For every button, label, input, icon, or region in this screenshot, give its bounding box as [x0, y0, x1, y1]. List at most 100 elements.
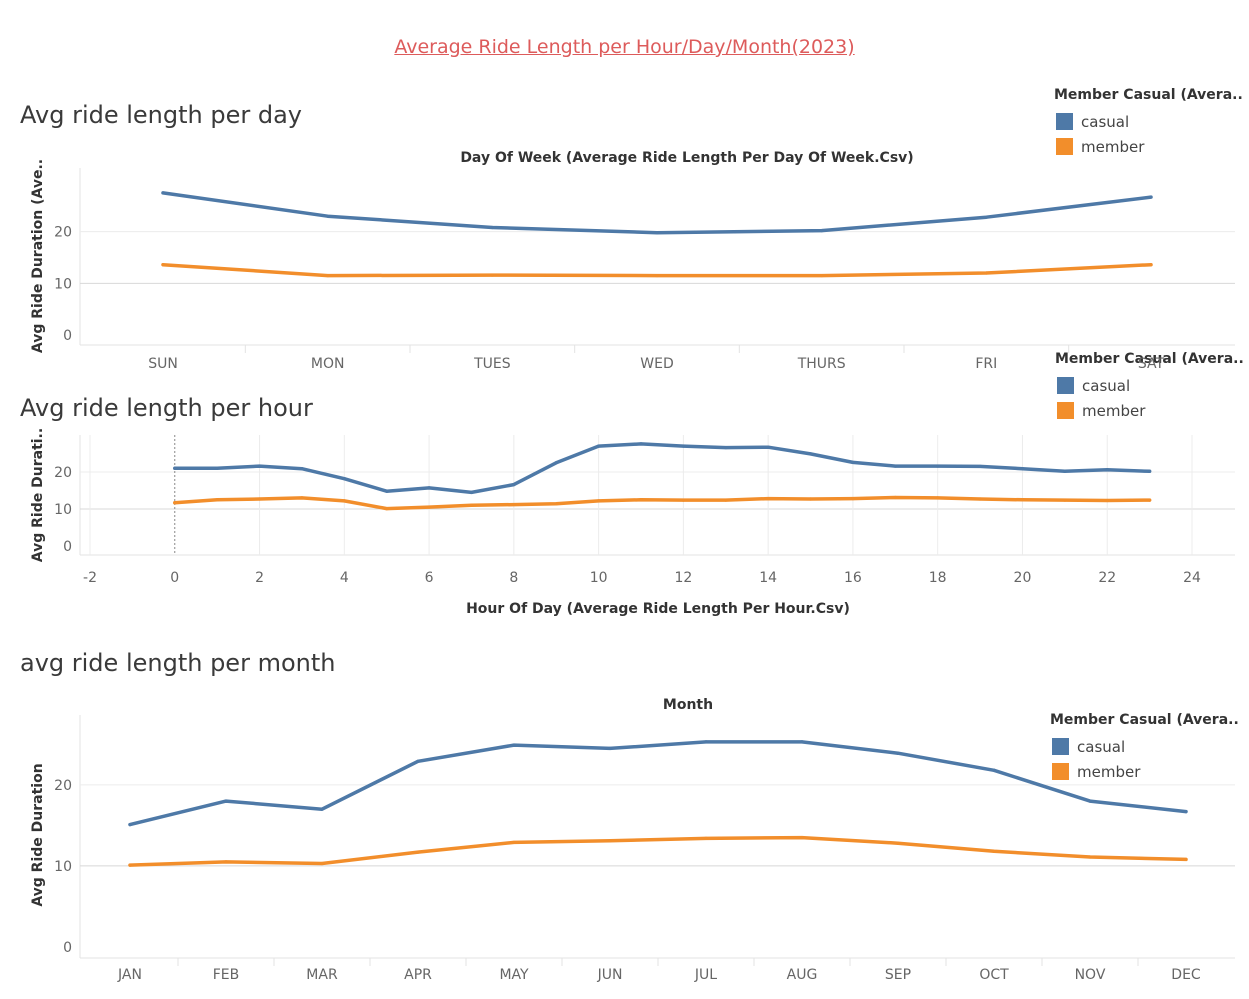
data-point-casual — [161, 191, 165, 195]
data-point-casual — [490, 225, 494, 230]
data-point-member — [800, 835, 804, 840]
x-tick-label: 0 — [170, 570, 179, 586]
legend-title: Member Casual (Avera.. — [1050, 712, 1239, 728]
data-point-casual — [173, 466, 177, 470]
data-point-member — [851, 497, 855, 501]
data-point-casual — [984, 215, 988, 219]
data-point-member — [300, 496, 304, 500]
data-point-member — [512, 502, 516, 507]
y-axis-label: Avg Ride Duration — [30, 763, 46, 906]
legend-item-member[interactable]: member — [1055, 398, 1244, 423]
y-tick-label: 0 — [63, 940, 72, 956]
legend-item-member[interactable]: member — [1054, 134, 1243, 159]
y-tick-label: 10 — [54, 502, 72, 518]
data-point-member — [1105, 498, 1109, 503]
x-axis-label: Hour Of Day (Average Ride Length Per Hou… — [466, 601, 850, 617]
x-tick-label: FRI — [975, 356, 997, 372]
data-point-member — [893, 495, 897, 500]
legend-title: Member Casual (Avera.. — [1055, 351, 1244, 367]
data-point-casual — [639, 442, 643, 446]
data-point-casual — [597, 444, 601, 448]
y-tick-label: 20 — [54, 778, 72, 794]
y-axis-label: Avg Ride Durati.. — [30, 428, 46, 562]
chart-title: Day Of Week (Average Ride Length Per Day… — [460, 150, 913, 166]
x-tick-label: APR — [404, 967, 432, 983]
x-tick-label: AUG — [787, 967, 818, 983]
x-tick-label: OCT — [979, 967, 1009, 983]
legend-hour: Member Casual (Avera.. casual member — [1055, 351, 1244, 423]
data-point-member — [766, 497, 770, 501]
series-line-member — [161, 262, 1153, 278]
data-point-casual — [1020, 467, 1025, 471]
data-point-member — [639, 498, 643, 502]
section-title-day: Avg ride length per day — [20, 101, 303, 129]
legend-title: Member Casual (Avera.. — [1054, 87, 1243, 103]
data-point-casual — [416, 759, 420, 763]
data-point-member — [936, 496, 940, 500]
x-tick-label: 24 — [1183, 570, 1201, 586]
data-point-casual — [1105, 468, 1109, 472]
data-point-member — [173, 501, 177, 505]
data-point-casual — [320, 807, 324, 811]
data-point-casual — [1184, 810, 1188, 814]
member-swatch — [1052, 763, 1069, 780]
data-point-casual — [608, 746, 612, 750]
x-tick-label: SEP — [885, 967, 911, 983]
x-tick-label: JUN — [597, 967, 623, 983]
data-point-member — [326, 273, 330, 278]
data-point-member — [554, 502, 558, 506]
data-point-member — [128, 863, 132, 867]
x-tick-label: DEC — [1171, 967, 1201, 983]
chart-title: Month — [663, 697, 713, 713]
data-point-member — [1088, 855, 1092, 859]
y-tick-label: 10 — [54, 276, 72, 292]
data-point-member — [608, 839, 612, 843]
x-tick-label: 16 — [844, 570, 862, 586]
y-tick-label: 10 — [54, 859, 72, 875]
x-tick-label: MAR — [306, 967, 338, 983]
dashboard-title: Average Ride Length per Hour/Day/Month(2… — [394, 36, 855, 58]
data-point-casual — [893, 464, 897, 468]
data-point-member — [320, 861, 324, 866]
series-line-member — [173, 495, 1152, 511]
data-point-casual — [215, 466, 219, 470]
data-point-member — [681, 498, 685, 502]
data-point-casual — [512, 482, 516, 487]
data-point-member — [820, 273, 824, 278]
legend-item-casual[interactable]: casual — [1055, 373, 1244, 398]
legend-item-casual[interactable]: casual — [1054, 109, 1243, 134]
data-point-casual — [808, 452, 813, 456]
data-point-member — [978, 497, 982, 501]
x-tick-label: 12 — [674, 570, 692, 586]
data-point-member — [490, 273, 494, 277]
legend-item-casual[interactable]: casual — [1050, 734, 1239, 759]
casual-swatch — [1056, 113, 1073, 130]
y-tick-label: 20 — [54, 465, 72, 481]
data-point-member — [257, 497, 262, 501]
data-point-casual — [300, 467, 304, 471]
x-tick-label: 22 — [1098, 570, 1116, 586]
data-point-member — [1184, 857, 1188, 862]
data-point-casual — [326, 214, 330, 218]
x-tick-label: MON — [311, 356, 345, 372]
data-point-casual — [128, 822, 132, 827]
data-point-member — [992, 849, 996, 853]
member-swatch — [1056, 138, 1073, 155]
data-point-casual — [896, 751, 900, 755]
legend-item-member[interactable]: member — [1050, 759, 1239, 784]
data-point-casual — [704, 740, 708, 744]
data-point-member — [655, 273, 659, 278]
data-point-member — [724, 498, 728, 502]
series-line-casual — [128, 740, 1188, 827]
data-point-casual — [800, 740, 804, 744]
x-tick-label: 14 — [759, 570, 777, 586]
data-point-casual — [992, 768, 996, 772]
data-point-casual — [1088, 799, 1092, 803]
legend-label-member: member — [1082, 401, 1146, 420]
data-point-casual — [385, 489, 389, 493]
data-point-casual — [1148, 469, 1152, 473]
data-point-member — [1148, 498, 1152, 502]
x-tick-label: JUL — [694, 967, 717, 983]
series-line-casual — [173, 442, 1152, 495]
section-title-month: avg ride length per month — [20, 649, 336, 677]
